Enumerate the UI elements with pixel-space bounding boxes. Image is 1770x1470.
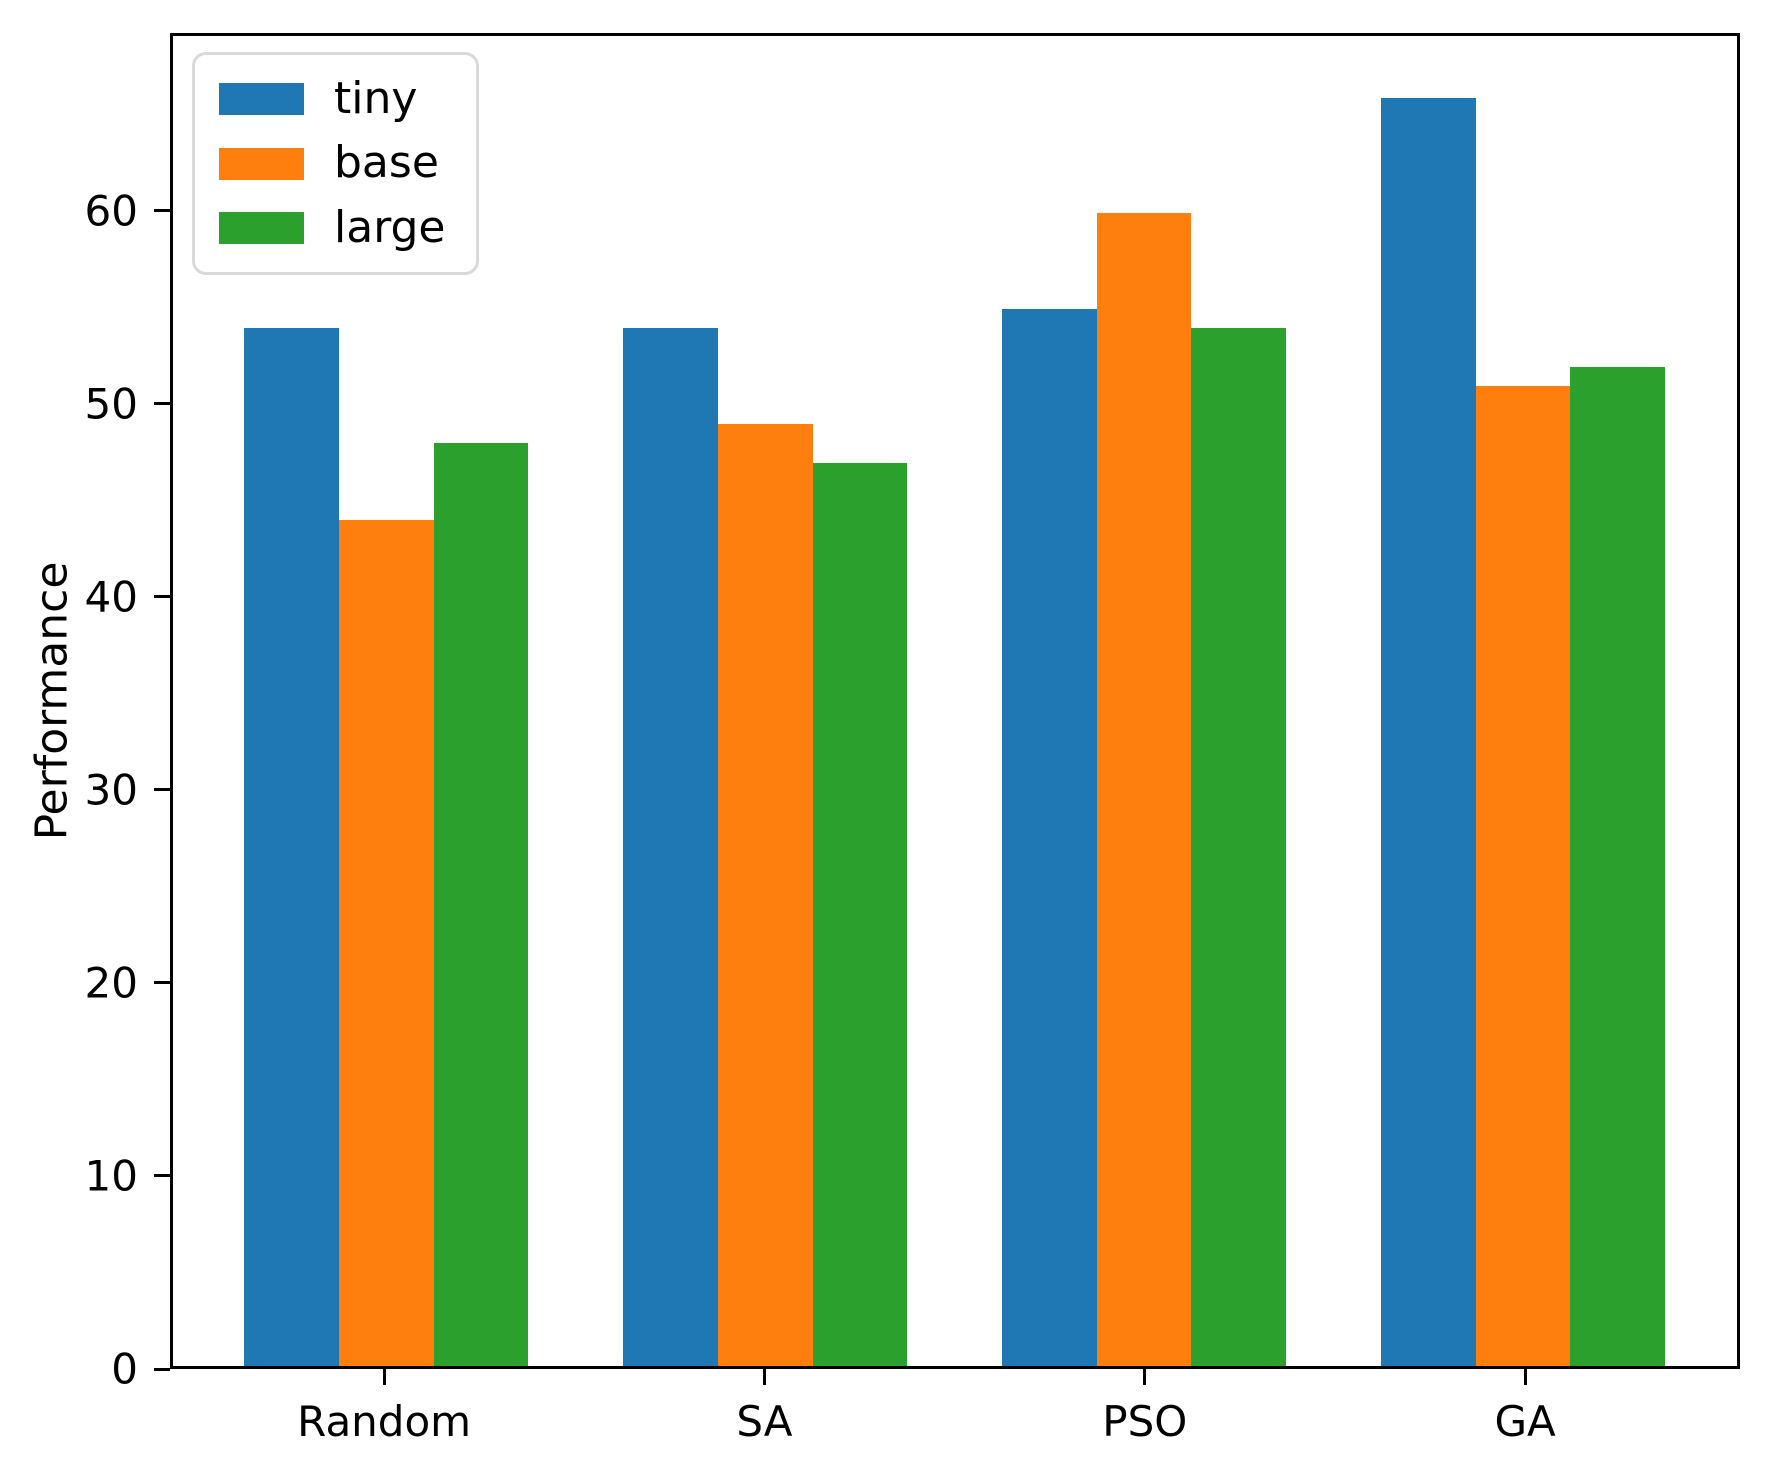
x-tick-label-Random: Random [297,1397,472,1446]
plot-area: tiny base large [170,33,1740,1369]
y-tick-mark-60 [154,209,170,213]
legend-label-base: base [334,137,439,189]
y-tick-label-60: 60 [84,186,138,236]
x-tick-label-PSO: PSO [1102,1397,1188,1446]
y-tick-mark-0 [154,1367,170,1371]
x-tick-label-GA: GA [1494,1397,1556,1446]
x-tick-mark-GA [1523,1369,1527,1385]
y-tick-label-0: 0 [111,1344,138,1394]
bar-tiny-GA [1380,97,1476,1366]
bar-tiny-Random [244,328,339,1366]
bar-large-PSO [1191,328,1287,1366]
y-tick-label-30: 30 [84,765,138,815]
bar-large-GA [1570,366,1665,1366]
bar-tiny-SA [623,328,718,1366]
bar-base-GA [1475,385,1571,1366]
x-tick-mark-Random [382,1369,386,1385]
y-tick-label-50: 50 [84,379,138,429]
y-tick-label-10: 10 [84,1151,138,1201]
x-tick-mark-SA [762,1369,766,1385]
legend-swatch-tiny [219,83,304,116]
y-tick-label-40: 40 [84,572,138,622]
legend-item-large: large [219,201,446,253]
legend-swatch-base [219,147,304,180]
legend-label-tiny: tiny [334,73,418,124]
legend-swatch-large [219,211,304,244]
legend: tiny base large [192,52,479,276]
legend-item-tiny: tiny [219,73,446,124]
legend-item-base: base [219,137,446,189]
y-tick-mark-40 [154,595,170,599]
legend-label-large: large [334,201,446,253]
bar-large-SA [812,462,908,1366]
x-tick-mark-PSO [1143,1369,1147,1385]
bar-tiny-PSO [1001,308,1097,1366]
y-tick-mark-10 [154,1174,170,1178]
y-tick-mark-50 [154,402,170,406]
bar-base-SA [717,424,813,1366]
y-tick-mark-20 [154,981,170,985]
y-tick-mark-30 [154,788,170,792]
x-tick-label-SA: SA [736,1397,793,1446]
bar-base-Random [338,520,434,1366]
bar-base-PSO [1096,212,1192,1366]
y-tick-label-20: 20 [84,958,138,1008]
bar-large-Random [433,443,529,1366]
